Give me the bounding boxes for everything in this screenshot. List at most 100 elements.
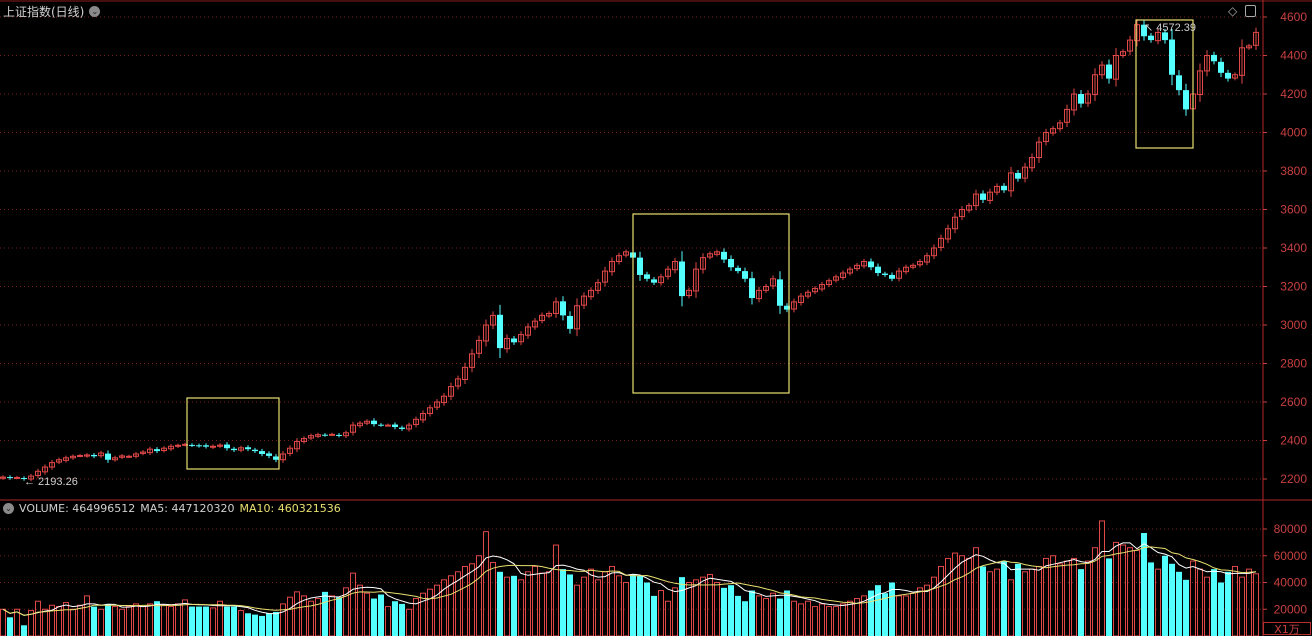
volume-bar	[1232, 565, 1238, 636]
volume-bar	[840, 603, 846, 636]
candle-body	[518, 334, 524, 343]
volume-bar	[616, 575, 622, 636]
volume-bar	[1155, 568, 1161, 636]
volume-bar	[931, 576, 937, 636]
candle-body	[1015, 172, 1021, 179]
volume-bar	[651, 595, 657, 636]
volume-bar	[826, 606, 832, 636]
panel-toggle-icon[interactable]	[1245, 5, 1257, 17]
candle-body	[287, 447, 293, 454]
chevron-down-icon[interactable]: ⌄	[89, 6, 101, 17]
volume-bar	[0, 608, 6, 636]
volume-bar	[630, 574, 636, 636]
volume-bar	[1050, 555, 1056, 636]
candle-body	[602, 270, 608, 283]
volume-bar	[609, 565, 615, 636]
candle-body	[1008, 172, 1014, 192]
candle-body	[140, 451, 146, 454]
candle-body	[476, 339, 482, 354]
candle-body	[308, 435, 314, 439]
ma5-value: MA5: 447120320	[140, 502, 235, 515]
volume-bar	[693, 579, 699, 636]
candle-body	[1155, 31, 1161, 42]
highlight-box	[1135, 19, 1194, 149]
candle-body	[504, 337, 510, 350]
candle-body	[1036, 141, 1042, 159]
volume-bar	[14, 608, 20, 636]
ma10-value: MA10: 460321536	[239, 502, 341, 515]
volume-tick-label: 60000	[1274, 549, 1308, 563]
volume-bar	[21, 625, 27, 636]
candle-body	[847, 268, 853, 274]
volume-bar	[721, 587, 727, 636]
candle-body	[1148, 35, 1154, 41]
candle-body	[854, 264, 860, 270]
chevron-down-icon[interactable]: ⌄	[3, 503, 14, 514]
candle-body	[826, 280, 832, 286]
candle-body	[294, 440, 300, 450]
candle-body	[385, 424, 391, 427]
candle-body	[77, 455, 83, 458]
volume-bar	[1183, 579, 1189, 636]
candle-body	[126, 455, 132, 458]
candle-body	[119, 455, 125, 458]
candle-body	[1239, 47, 1245, 76]
candle-body	[336, 434, 342, 436]
volume-bar	[490, 561, 496, 636]
volume-bar	[182, 599, 188, 636]
volume-bar	[805, 600, 811, 636]
candle-body	[0, 476, 6, 479]
candle-body	[1029, 157, 1035, 169]
candle-body	[987, 191, 993, 201]
volume-bar	[448, 575, 454, 636]
candle-body	[595, 282, 601, 291]
volume-bar	[231, 606, 237, 636]
volume-bar	[1134, 549, 1140, 636]
diamond-icon[interactable]: ◇	[1228, 4, 1238, 18]
candle-body	[231, 448, 237, 451]
price-tick-label: 4200	[1280, 87, 1307, 101]
candle-body	[189, 444, 195, 446]
volume-bar	[1043, 557, 1049, 636]
candle-body	[924, 255, 930, 263]
candle-body	[910, 264, 916, 268]
candle-body	[1225, 72, 1231, 79]
candle-body	[497, 314, 503, 349]
volume-bar	[917, 587, 923, 636]
volume-bar	[812, 606, 818, 636]
candle-body	[371, 420, 377, 425]
volume-bar	[889, 582, 895, 636]
candle-body	[91, 454, 97, 457]
candle-body	[1001, 185, 1007, 191]
volume-bar	[126, 606, 132, 636]
volume-bar	[903, 595, 909, 636]
candle-body	[609, 260, 615, 273]
volume-bar	[595, 579, 601, 636]
volume-bar	[623, 582, 629, 636]
volume-bar	[602, 571, 608, 636]
candle-body	[1197, 70, 1203, 96]
candle-body	[567, 315, 573, 329]
candle-body	[35, 470, 41, 477]
candle-body	[1106, 64, 1112, 79]
high-price-annotation: ↖ 4572.39	[1144, 22, 1196, 34]
candle-body	[665, 268, 671, 277]
volume-bar	[385, 606, 391, 636]
candle-body	[203, 445, 209, 447]
volume-bar	[329, 595, 335, 636]
candle-body	[112, 457, 118, 461]
candle-body	[875, 266, 881, 274]
candle-body	[14, 476, 20, 479]
volume-bar	[1169, 563, 1175, 636]
candle-body	[448, 386, 454, 397]
candle-body	[56, 459, 62, 463]
candle-body	[539, 314, 545, 322]
volume-bar	[1204, 576, 1210, 636]
candle-body	[63, 457, 69, 461]
candle-body	[1176, 75, 1182, 91]
volume-bar	[1064, 560, 1070, 636]
candle-body	[364, 420, 370, 424]
candle-body	[224, 444, 230, 449]
volume-bar	[28, 610, 34, 636]
